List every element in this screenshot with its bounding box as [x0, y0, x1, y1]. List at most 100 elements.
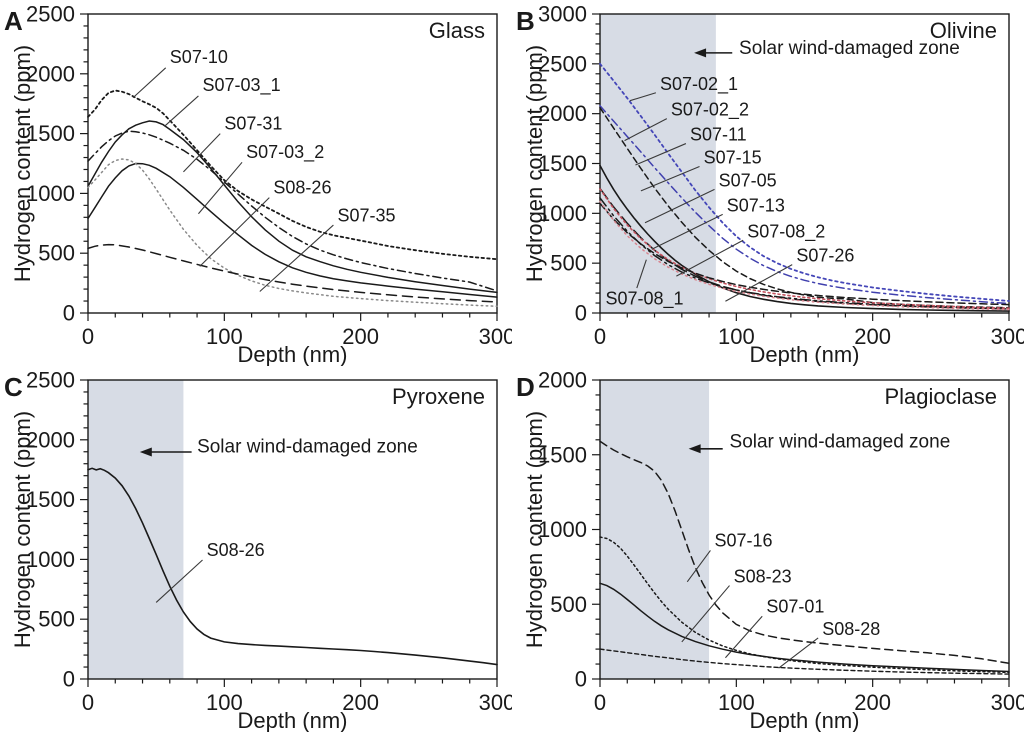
x-axis-label: Depth (nm): [237, 708, 347, 732]
plot-box: [87, 13, 498, 314]
series-curve-S07-13: [599, 197, 1010, 310]
y-tick-label: 500: [550, 592, 587, 617]
series-label-S07-11: S07-11: [690, 125, 747, 145]
x-tick-label: 100: [718, 690, 755, 715]
panel-title: Pyroxene: [392, 384, 485, 409]
series-label-leader-S07-16: [686, 550, 711, 583]
x-tick-label: 300: [991, 690, 1024, 715]
series-label-leader-S07-02_2: [624, 118, 668, 142]
x-tick-label: 200: [854, 690, 891, 715]
series-label-S07-10: S07-10: [170, 47, 228, 67]
series-label-leader-S08-26: [155, 559, 203, 603]
y-axis-label: Hydrogen content (ppm): [522, 411, 547, 648]
y-tick-label: 3000: [538, 2, 587, 27]
series-curve-S07-08_1: [599, 200, 1010, 311]
x-tick-label: 0: [82, 690, 94, 715]
series-label-leader-S07-11: [635, 143, 687, 166]
y-axis-label: Hydrogen content (ppm): [10, 45, 35, 282]
series-curve-S07-03_1: [87, 120, 498, 294]
x-axis-label: Depth (nm): [749, 342, 859, 366]
x-axis-label: Depth (nm): [237, 342, 347, 366]
series-label-S07-15: S07-15: [704, 148, 762, 168]
y-tick-label: 2500: [26, 2, 75, 27]
series-label-S07-03_1: S07-03_1: [203, 75, 281, 96]
zone-annotation-label: Solar wind-damaged zone: [739, 38, 960, 59]
series-curve-S08-28: [599, 648, 1010, 675]
series-label-S07-01: S07-01: [766, 596, 824, 616]
x-tick-label: 200: [342, 690, 379, 715]
panel-olivine-chart: 0 100 200 300050010001500200025003000S07-02…: [516, 2, 1024, 367]
series-label-leader-S07-35: [259, 224, 334, 292]
panel-plagioclase-chart: 0 100 200 300 0 500 1000 1500 2000 S07-16 S08-23 S0…: [516, 368, 1024, 733]
x-tick-label: 0: [82, 324, 94, 349]
x-tick-label: 100: [206, 690, 243, 715]
series-label-leader-S08-23: [681, 585, 730, 643]
y-tick-label: 2000: [26, 61, 75, 86]
series-label-S08-26: S08-26: [207, 540, 265, 560]
x-tick-label: 300: [479, 324, 512, 349]
x-tick-label: 0: [594, 324, 606, 349]
panel-letter-C: C: [4, 372, 23, 402]
plot-box: [87, 379, 498, 680]
series-label-S07-16: S07-16: [715, 531, 773, 551]
y-tick-label: 2000: [538, 368, 587, 393]
y-tick-label: 1000: [538, 201, 587, 226]
series-curve-S07-10: [87, 89, 498, 261]
series-curve-S07-02_1: [599, 62, 1010, 302]
y-tick-label: 0: [575, 301, 587, 326]
series-curve-S08-26: [87, 467, 498, 666]
series-curve-S07-16: [599, 440, 1010, 665]
series-label-S07-08_2: S07-08_2: [747, 221, 825, 242]
plot-box: [599, 13, 1010, 314]
series-label-S07-02_1: S07-02_1: [660, 74, 738, 95]
series-label-leader-S07-26: [725, 264, 793, 302]
series-label-S07-31: S07-31: [224, 113, 282, 133]
series-label-S07-13: S07-13: [727, 195, 785, 215]
y-tick-label: 500: [38, 607, 75, 632]
y-tick-label: 1000: [26, 181, 75, 206]
series-curve-S08-23: [599, 536, 1010, 674]
y-tick-label: 2000: [26, 427, 75, 452]
solar-wind-damaged-zone: [600, 14, 716, 313]
series-label-S08-23: S08-23: [734, 567, 792, 587]
solar-wind-damaged-zone: [600, 380, 710, 679]
y-tick-label: 2000: [538, 101, 587, 126]
panel-pyroxene-chart: 0 100 200 300 0 500 1000 1500 2000 2500 S08-26 Sola…: [4, 368, 512, 733]
y-tick-label: 0: [63, 667, 75, 692]
series-curve-S08-26: [87, 158, 498, 308]
series-label-S08-26: S08-26: [273, 177, 331, 197]
y-tick-label: 500: [550, 251, 587, 276]
series-curve-S07-26: [599, 202, 1010, 306]
zone-annotation-label: Solar wind-damaged zone: [730, 431, 951, 452]
y-tick-label: 2500: [538, 51, 587, 76]
panel-letter-B: B: [516, 6, 535, 36]
panel-glass-chart: 0 100 200 300 0 500 1000 1500 2000 2500 S07-10 S07-…: [4, 2, 512, 367]
x-tick-label: 200: [854, 324, 891, 349]
series-label-leader-S07-31: [183, 133, 221, 173]
series-label-leader-S07-03_1: [163, 95, 199, 127]
y-tick-label: 1000: [26, 547, 75, 572]
series-label-S07-02_2: S07-02_2: [671, 100, 749, 121]
y-axis-label: Hydrogen content (ppm): [522, 45, 547, 282]
series-curve-S07-08_2: [599, 188, 1010, 309]
series-curve-S07-01: [599, 582, 1010, 673]
y-tick-label: 2500: [26, 368, 75, 393]
zone-arrow-head: [688, 444, 701, 454]
series-label-S08-28: S08-28: [822, 619, 880, 639]
series-label-leader-S07-02_1: [629, 92, 657, 102]
zone-annotation-label: Solar wind-damaged zone: [197, 436, 418, 457]
solar-wind-damaged-zone: [88, 380, 184, 679]
y-tick-label: 500: [38, 241, 75, 266]
series-label-S07-08_1: S07-08_1: [605, 289, 683, 310]
series-label-S07-26: S07-26: [796, 246, 854, 266]
series-label-leader-S07-05: [644, 188, 715, 224]
x-tick-label: 0: [594, 690, 606, 715]
y-axis-label: Hydrogen content (ppm): [10, 411, 35, 648]
y-tick-label: 1500: [26, 121, 75, 146]
panel-letter-A: A: [4, 6, 23, 36]
x-tick-label: 100: [206, 324, 243, 349]
series-label-leader-S08-28: [778, 637, 819, 669]
x-tick-label: 200: [342, 324, 379, 349]
series-label-leader-S07-10: [132, 67, 167, 99]
